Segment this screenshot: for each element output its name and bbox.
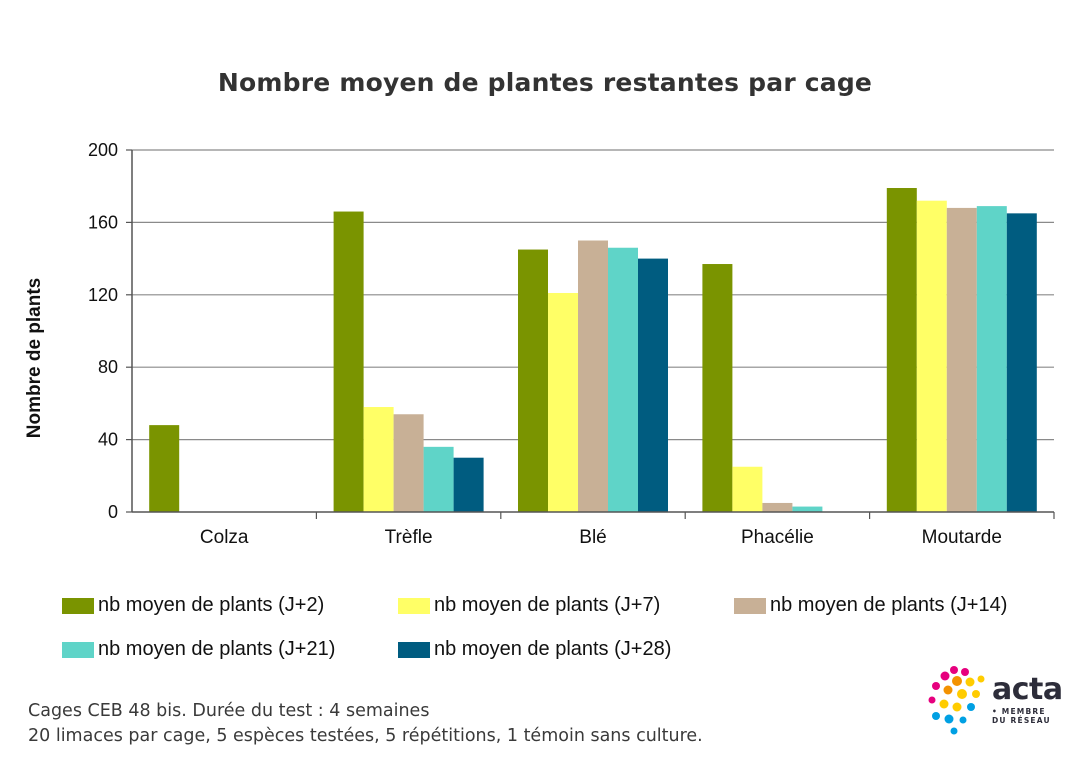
- axes: [126, 149, 1055, 519]
- bar-trèfle-series-2: [363, 407, 394, 512]
- bar-moutarde-series-1: [886, 188, 917, 512]
- legend-swatch: [398, 597, 430, 614]
- bar-phacélie-series-4: [792, 506, 823, 512]
- category-label: Blé: [579, 527, 606, 548]
- acta-logo: acta • MEMBRE DU RÉSEAU: [924, 664, 1064, 736]
- legend-swatch: [62, 597, 94, 614]
- bar-blé-series-4: [608, 247, 638, 513]
- bar-moutarde-series-3: [946, 207, 977, 513]
- logo-subtitle: • MEMBRE DU RÉSEAU: [992, 707, 1051, 725]
- category-label: Phacélie: [741, 527, 814, 548]
- y-tick-label: 160: [88, 212, 118, 232]
- y-tick-label: 200: [88, 140, 118, 160]
- legend-item: nb moyen de plants (J+21): [62, 638, 335, 661]
- bar-moutarde-series-4: [976, 206, 1007, 513]
- bar-colza-series-1: [149, 425, 180, 512]
- y-tick-label: 80: [98, 357, 118, 377]
- category-label: Trèfle: [385, 527, 433, 548]
- bar-moutarde-series-2: [916, 200, 947, 512]
- bar-phacélie-series-3: [762, 502, 793, 512]
- bar-chart: 0 40 80 120 160 200 Colza Trèfle Blé Phacélie Mou…: [24, 140, 1055, 548]
- footnote-line-1: Cages CEB 48 bis. Durée du test : 4 sema…: [28, 701, 430, 721]
- logo-subtitle-line-1: • MEMBRE: [992, 707, 1046, 716]
- bar-phacélie-series-1: [702, 264, 733, 512]
- legend-label: nb moyen de plants (J+14): [770, 594, 1008, 616]
- logo-wordmark: acta: [992, 672, 1063, 707]
- category-label: Colza: [200, 527, 249, 548]
- legend-swatch: [62, 641, 94, 658]
- chart-title: Nombre moyen de plantes restantes par ca…: [217, 68, 873, 97]
- bars: [149, 188, 1037, 513]
- bar-phacélie-series-2: [732, 466, 763, 512]
- legend-item: nb moyen de plants (J+2): [62, 594, 324, 617]
- legend-item: nb moyen de plants (J+7): [398, 594, 660, 617]
- category-labels: Colza Trèfle Blé Phacélie Moutarde: [200, 527, 1002, 548]
- bar-trèfle-series-4: [423, 446, 454, 512]
- legend-label: nb moyen de plants (J+7): [434, 594, 661, 616]
- y-tick-label: 120: [88, 285, 118, 305]
- y-tick-label: 0: [108, 502, 118, 522]
- category-label: Moutarde: [922, 527, 1002, 548]
- y-tick-label: 40: [98, 430, 118, 450]
- legend-label: nb moyen de plants (J+2): [98, 594, 325, 616]
- legend-swatch: [398, 641, 430, 658]
- bar-trèfle-series-1: [333, 211, 364, 513]
- legend-item: nb moyen de plants (J+28): [398, 638, 671, 661]
- bar-blé-series-5: [638, 258, 668, 512]
- y-tick-labels: 0 40 80 120 160 200: [88, 140, 118, 522]
- bar-moutarde-series-5: [1006, 213, 1037, 512]
- footnote: Cages CEB 48 bis. Durée du test : 4 sema…: [28, 699, 703, 749]
- bar-blé-series-3: [578, 240, 608, 512]
- legend-label: nb moyen de plants (J+21): [98, 638, 336, 660]
- legend-item: nb moyen de plants (J+14): [734, 594, 1007, 617]
- dots-icon: [928, 666, 985, 735]
- legend-label: nb moyen de plants (J+28): [434, 638, 672, 660]
- bar-trèfle-series-5: [453, 457, 484, 512]
- footnote-line-2: 20 limaces par cage, 5 espèces testées, …: [28, 726, 703, 746]
- logo-subtitle-line-2: DU RÉSEAU: [992, 716, 1051, 725]
- legend-swatch: [734, 597, 766, 614]
- bar-blé-series-1: [518, 249, 548, 513]
- bar-blé-series-2: [548, 292, 578, 512]
- y-axis-label: Nombre de plants: [24, 278, 45, 438]
- bar-trèfle-series-3: [393, 414, 424, 512]
